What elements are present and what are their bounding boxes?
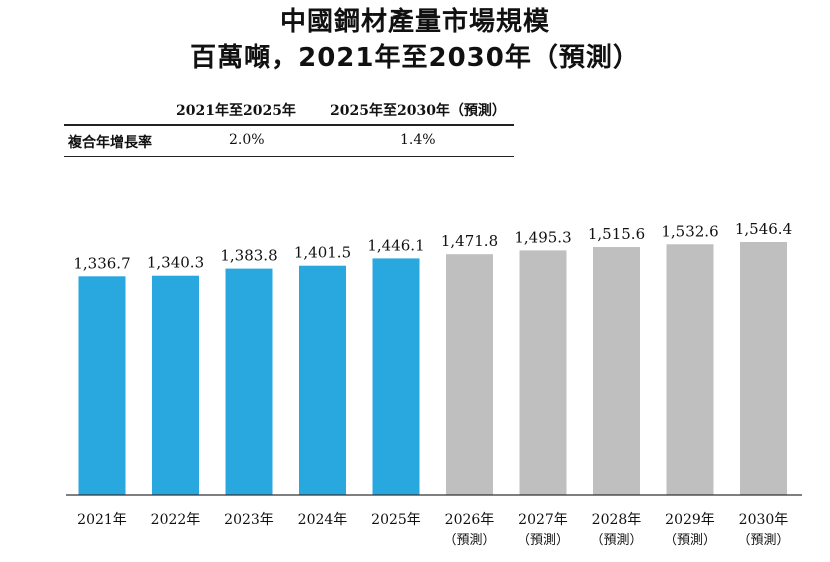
- x-tick-label: 2024年: [298, 512, 348, 528]
- data-label: 1,471.8: [441, 232, 498, 250]
- x-tick-label: 2030年: [739, 512, 789, 528]
- data-label: 1,546.4: [735, 220, 792, 238]
- x-tick-label: 2022年: [151, 512, 201, 528]
- x-tick-sublabel: （預測）: [517, 533, 569, 548]
- x-tick-sublabel: （預測）: [443, 533, 495, 548]
- bar: [372, 258, 420, 495]
- cagr-top-rule: [64, 124, 514, 126]
- bar: [78, 276, 126, 495]
- cagr-header-2021-2025: 2021年至2025年: [176, 103, 296, 119]
- bar: [225, 268, 273, 495]
- x-tick-sublabel: （預測）: [590, 533, 642, 548]
- data-label: 1,340.3: [147, 254, 204, 272]
- x-tick-sublabel: （預測）: [664, 533, 716, 548]
- x-tick-label: 2026年: [445, 512, 495, 528]
- x-tick-label: 2027年: [518, 512, 568, 528]
- cagr-value-2025-2030: 1.4%: [400, 132, 436, 148]
- data-label: 1,383.8: [220, 247, 277, 265]
- x-tick-label: 2029年: [665, 512, 715, 528]
- x-tick-label: 2028年: [592, 512, 642, 528]
- bar: [519, 250, 567, 495]
- x-tick-sublabel: （預測）: [737, 533, 789, 548]
- chart-subtitle: 百萬噸，2021年至2030年（預測）: [190, 43, 640, 73]
- cagr-bottom-rule: [64, 156, 514, 157]
- bar: [152, 275, 199, 495]
- x-tick-label: 2021年: [77, 512, 127, 528]
- x-tick-label: 2023年: [224, 512, 274, 528]
- bar: [593, 247, 640, 495]
- cagr-header-2025-2030: 2025年至2030年（預測）: [330, 103, 506, 119]
- chart-title: 中國鋼材產量市場規模: [279, 7, 550, 37]
- bar: [740, 242, 787, 495]
- data-label: 1,532.6: [661, 222, 718, 240]
- bar: [299, 265, 346, 495]
- data-label: 1,336.7: [73, 254, 130, 272]
- data-label: 1,401.5: [294, 244, 351, 262]
- data-label: 1,515.6: [588, 225, 645, 243]
- cagr-row-label: 複合年增長率: [68, 135, 152, 151]
- bar: [666, 244, 714, 495]
- cagr-value-2021-2025: 2.0%: [229, 132, 265, 148]
- data-label: 1,495.3: [514, 228, 571, 246]
- data-label: 1,446.1: [367, 236, 424, 254]
- x-tick-label: 2025年: [371, 512, 421, 528]
- bar: [446, 254, 493, 495]
